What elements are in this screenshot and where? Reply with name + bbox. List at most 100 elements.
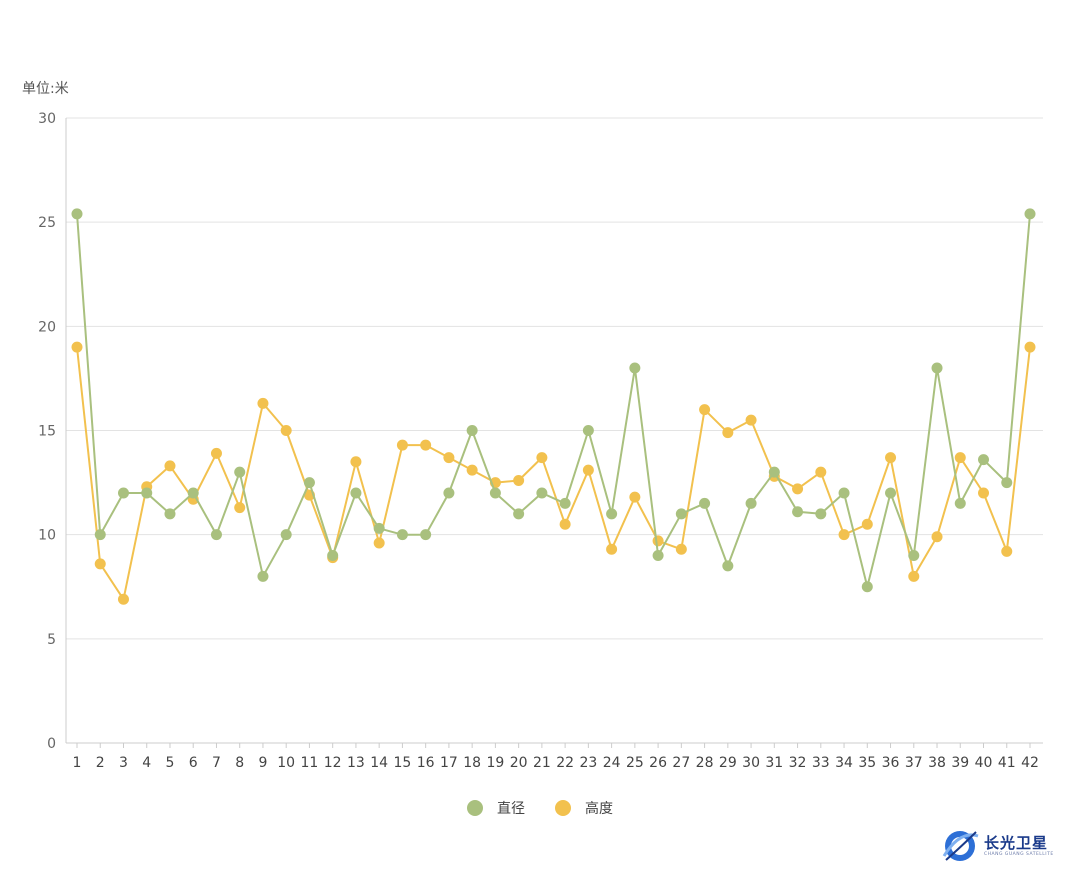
series-diameter	[71, 208, 1036, 593]
point-diameter-36	[885, 487, 897, 499]
point-diameter-4	[141, 487, 153, 499]
x-tick-label-27: 27	[672, 755, 690, 771]
y-tick-label-30: 30	[38, 111, 56, 127]
point-height-28	[699, 404, 711, 416]
x-tick-label-14: 14	[370, 755, 388, 771]
x-tick-label-10: 10	[277, 755, 295, 771]
point-height-35	[861, 518, 873, 530]
point-height-26	[652, 535, 664, 547]
point-height-16	[420, 439, 432, 451]
point-height-22	[559, 518, 571, 530]
x-tick-label-23: 23	[579, 755, 597, 771]
point-height-23	[582, 464, 594, 476]
x-tick-label-2: 2	[96, 755, 105, 771]
point-diameter-39	[954, 497, 966, 509]
point-height-37	[908, 570, 920, 582]
point-height-2	[94, 558, 106, 570]
point-height-41	[1001, 545, 1013, 557]
x-tick-label-39: 39	[951, 755, 969, 771]
point-height-9	[257, 397, 269, 409]
point-height-40	[978, 487, 990, 499]
point-height-27	[675, 543, 687, 555]
legend-item-diameter[interactable]: 直径	[467, 798, 525, 818]
x-tick-labels: 1 2 3 4 5 6 7 8 9 10 11 12 13 14 15 16 17 18 19 20 21 22 23 24 2…	[73, 755, 1039, 771]
point-diameter-21	[536, 487, 548, 499]
y-tick-labels: 0 5 10 15 20 25 30	[38, 111, 56, 752]
x-tick-label-20: 20	[510, 755, 528, 771]
point-diameter-26	[652, 550, 664, 561]
legend-item-height[interactable]: 高度	[555, 798, 613, 818]
point-diameter-17	[443, 487, 455, 499]
y-tick-label-5: 5	[47, 632, 56, 648]
point-diameter-7	[210, 529, 222, 541]
x-tick-label-36: 36	[882, 755, 900, 771]
point-height-8	[234, 502, 246, 514]
x-tick-label-28: 28	[696, 755, 714, 771]
company-logo: 长光卫星 CHANG GUANG SATELLITE	[940, 826, 1060, 866]
point-height-36	[885, 452, 897, 464]
x-tick-label-11: 11	[301, 755, 319, 771]
point-diameter-31	[768, 466, 780, 478]
point-diameter-6	[187, 487, 199, 499]
point-diameter-28	[699, 497, 711, 509]
point-diameter-41	[1001, 477, 1013, 489]
x-tick-label-25: 25	[626, 755, 644, 771]
point-diameter-10	[280, 529, 292, 541]
point-diameter-1	[71, 208, 83, 220]
series-height	[71, 341, 1036, 605]
x-tick-label-4: 4	[142, 755, 151, 771]
x-tick-label-21: 21	[533, 755, 551, 771]
point-height-42	[1024, 341, 1036, 353]
point-diameter-23	[582, 425, 594, 436]
point-diameter-11	[303, 477, 315, 489]
x-tick-label-6: 6	[189, 755, 198, 771]
x-tick-label-5: 5	[166, 755, 175, 771]
point-diameter-32	[792, 506, 804, 518]
point-diameter-33	[815, 508, 827, 520]
y-tick-label-0: 0	[47, 736, 56, 752]
point-height-32	[792, 483, 804, 495]
point-diameter-8	[234, 466, 246, 478]
x-tick-label-33: 33	[812, 755, 830, 771]
point-diameter-29	[722, 560, 734, 572]
y-tick-label-15: 15	[38, 424, 56, 440]
point-diameter-25	[629, 362, 641, 374]
y-tick-label-20: 20	[38, 319, 56, 335]
x-tick-label-22: 22	[556, 755, 574, 771]
x-tick-label-9: 9	[258, 755, 267, 771]
point-height-30	[745, 414, 757, 426]
point-diameter-2	[94, 529, 106, 541]
point-height-24	[606, 543, 618, 555]
x-tick-label-35: 35	[858, 755, 876, 771]
x-tick-label-41: 41	[998, 755, 1016, 771]
point-height-10	[280, 425, 292, 436]
point-diameter-40	[978, 454, 990, 466]
point-diameter-37	[908, 550, 920, 561]
point-height-13	[350, 456, 362, 468]
point-height-39	[954, 452, 966, 464]
x-tick-label-15: 15	[394, 755, 412, 771]
x-tick-label-13: 13	[347, 755, 365, 771]
x-tick-label-17: 17	[440, 755, 458, 771]
logo-subtext: CHANG GUANG SATELLITE	[984, 852, 1054, 857]
x-tick-label-32: 32	[789, 755, 807, 771]
point-diameter-18	[466, 425, 478, 436]
point-diameter-38	[931, 362, 943, 374]
x-tick-label-1: 1	[73, 755, 82, 771]
grid-lines	[66, 117, 1043, 640]
legend-dot-diameter	[467, 800, 483, 816]
point-diameter-15	[396, 529, 408, 541]
point-diameter-34	[838, 487, 850, 499]
point-diameter-27	[675, 508, 687, 520]
point-height-1	[71, 341, 83, 353]
point-height-34	[838, 529, 850, 541]
point-height-20	[513, 475, 525, 486]
point-height-7	[210, 447, 222, 459]
point-diameter-30	[745, 497, 757, 509]
point-diameter-5	[164, 508, 176, 520]
series-line-diameter	[76, 213, 1031, 588]
legend: 直径 高度	[0, 798, 1080, 818]
x-tick-label-30: 30	[742, 755, 760, 771]
point-diameter-3	[117, 487, 129, 499]
